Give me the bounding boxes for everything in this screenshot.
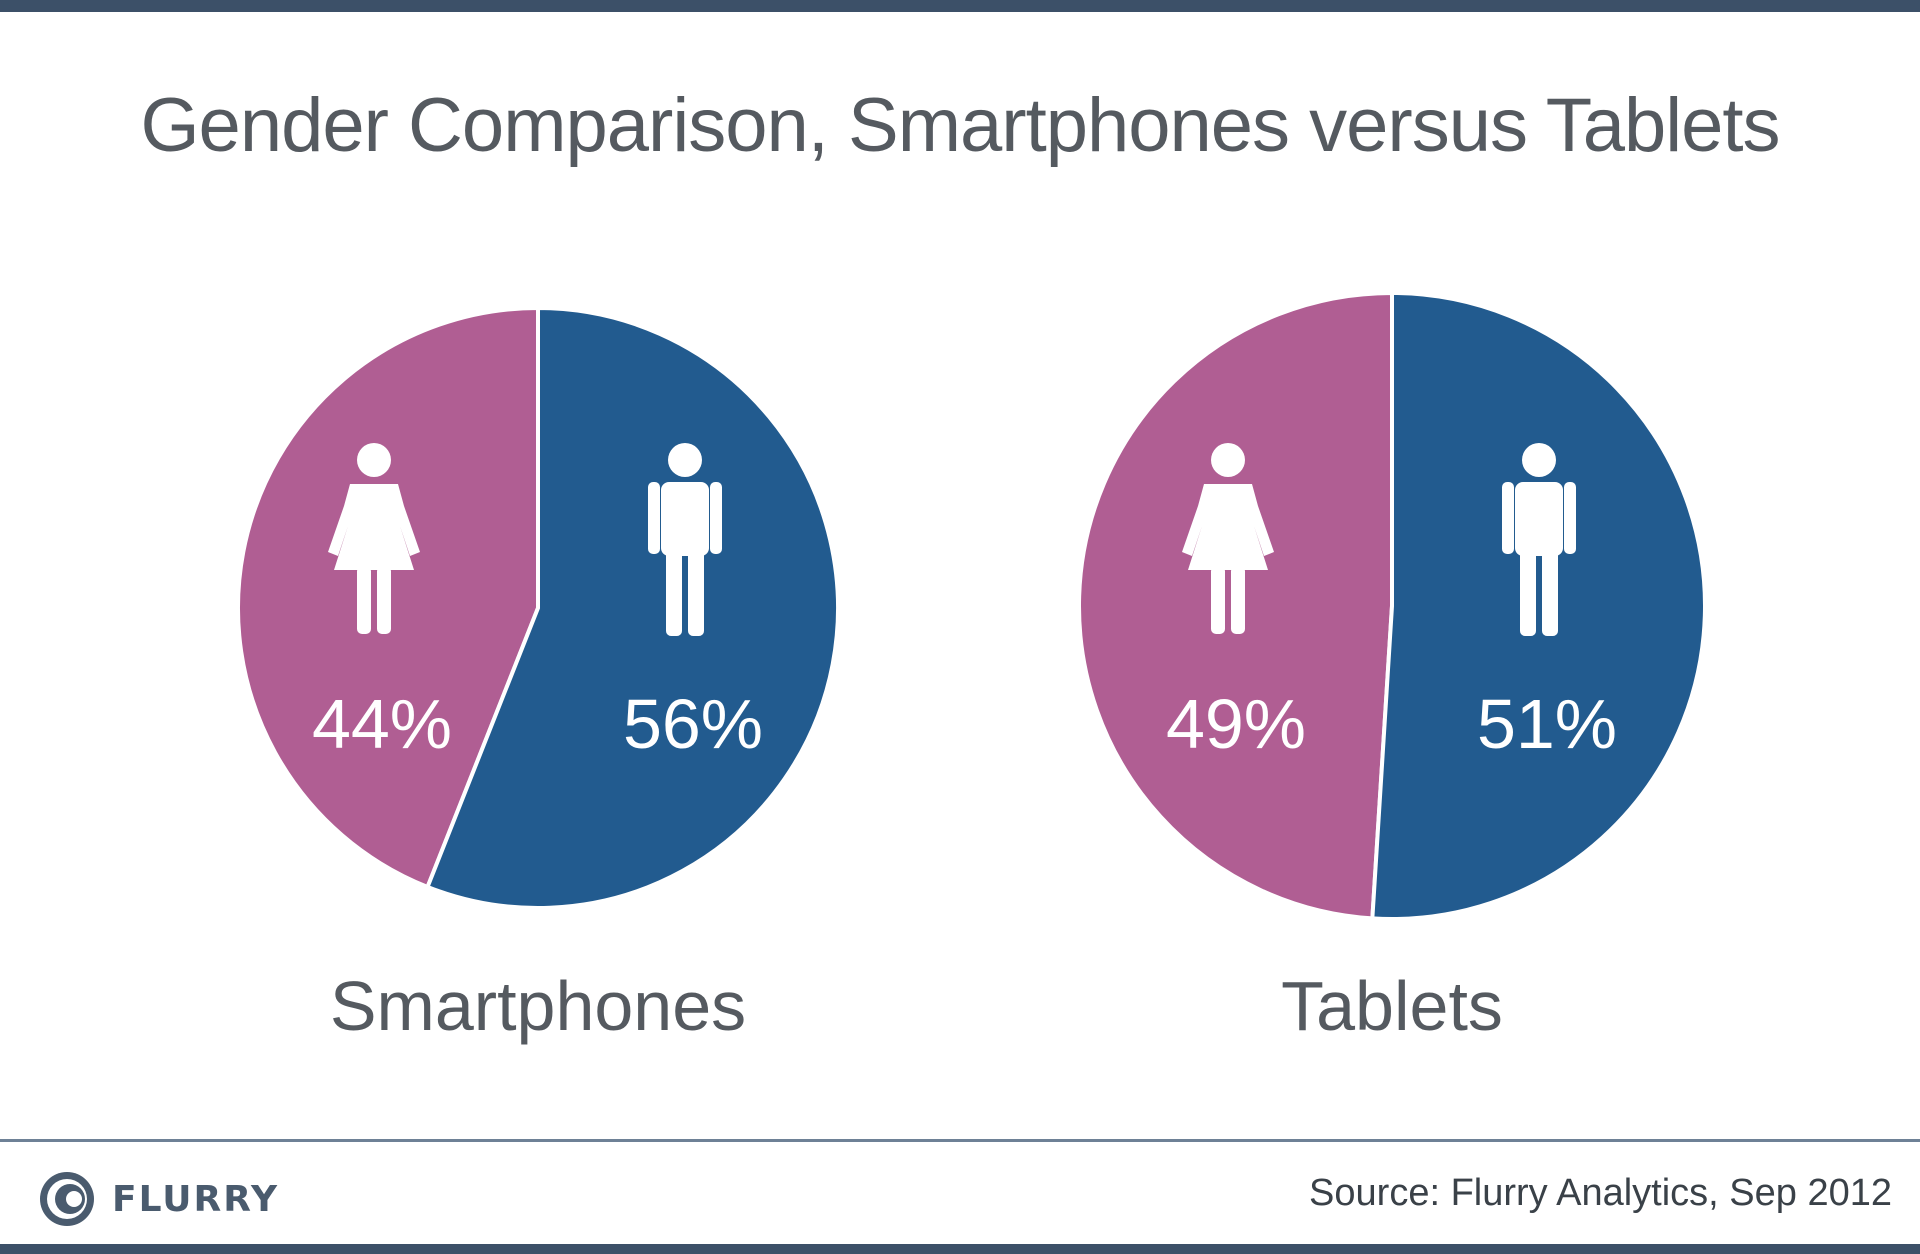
female-icon (328, 443, 420, 634)
female-percent-label: 44% (312, 685, 452, 763)
pie-slice-male (424, 305, 840, 910)
male-icon (1502, 443, 1576, 636)
male-icon (648, 443, 722, 636)
bottom-border (0, 1244, 1920, 1254)
flurry-logo-text: FLURRY (112, 1178, 280, 1220)
female-icon (1182, 443, 1274, 634)
flurry-logo: FLURRY (38, 1168, 279, 1230)
flurry-logo-icon (40, 1172, 94, 1226)
source-note: Source: Flurry Analytics, Sep 2012 (1309, 1172, 1892, 1214)
male-percent-label: 56% (623, 685, 763, 763)
footer-divider (0, 1139, 1920, 1142)
top-border (0, 0, 1920, 12)
pie-slice-male (1370, 290, 1707, 921)
smartphones-caption: Smartphones (330, 967, 746, 1045)
tablets-caption: Tablets (1281, 967, 1503, 1045)
male-percent-label: 51% (1477, 685, 1617, 763)
smartphones-pie: 44% 56% (236, 305, 840, 910)
chart-title: Gender Comparison, Smartphones versus Ta… (140, 83, 1780, 168)
tablets-pie: 49% 51% (1077, 290, 1707, 921)
female-percent-label: 49% (1166, 685, 1306, 763)
